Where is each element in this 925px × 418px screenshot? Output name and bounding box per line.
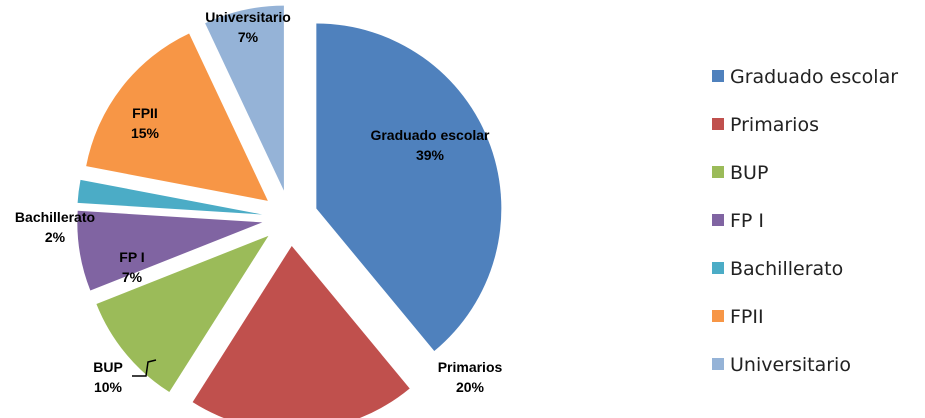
legend-label: Bachillerato xyxy=(730,258,843,280)
legend-label: Universitario xyxy=(730,354,851,376)
data-label-value: 7% xyxy=(122,269,143,285)
legend-label: FPII xyxy=(730,306,764,328)
legend-swatch xyxy=(712,310,724,322)
data-label-value: 15% xyxy=(131,125,160,141)
legend-swatch xyxy=(712,214,724,226)
leader-line xyxy=(132,359,157,377)
data-label-value: 20% xyxy=(456,379,485,395)
pie-slice xyxy=(77,179,263,215)
legend-swatch xyxy=(712,166,724,178)
legend-label: BUP xyxy=(730,162,768,184)
legend-label: FP I xyxy=(730,210,764,232)
data-label-value: 7% xyxy=(238,29,259,45)
legend-swatch xyxy=(712,358,724,370)
data-label-value: 10% xyxy=(94,379,123,395)
pie-slice xyxy=(316,23,502,352)
legend-label: Primarios xyxy=(730,114,819,136)
pie-slice xyxy=(96,235,269,393)
legend-swatch xyxy=(712,118,724,130)
pie-slice xyxy=(77,210,263,291)
pie-slice xyxy=(192,245,410,418)
legend-swatch xyxy=(712,262,724,274)
data-label-name: Universitario xyxy=(205,9,291,25)
data-label-name: BUP xyxy=(93,359,123,375)
data-label-name: FPII xyxy=(132,105,158,121)
legend-swatch xyxy=(712,70,724,82)
data-label-name: Graduado escolar xyxy=(370,127,490,143)
data-label-name: Bachillerato xyxy=(15,209,95,225)
pie-slice xyxy=(205,5,284,191)
legend-label: Graduado escolar xyxy=(730,66,898,88)
data-label-value: 39% xyxy=(416,147,445,163)
data-label-name: Primarios xyxy=(438,359,503,375)
data-label-value: 2% xyxy=(45,229,66,245)
pie-slice xyxy=(86,33,268,201)
data-label-name: FP I xyxy=(119,249,144,265)
